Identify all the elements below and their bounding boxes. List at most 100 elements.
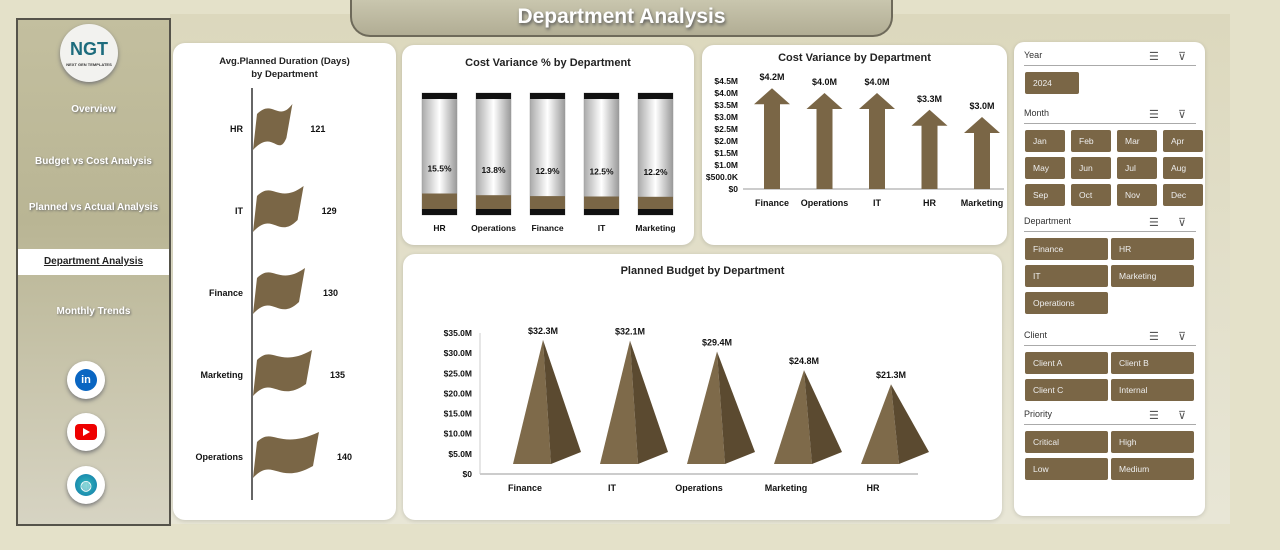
- y-tick-label: $4.5M: [714, 76, 738, 86]
- cylinder-cap: [476, 93, 511, 99]
- slicer-item-apr[interactable]: Apr: [1163, 130, 1203, 152]
- logo-subtext: NEXT GEN TEMPLATES: [66, 62, 112, 67]
- pyramid-front: [513, 339, 551, 464]
- data-label: $32.1M: [615, 327, 645, 337]
- y-tick-label: $500.0K: [706, 172, 739, 182]
- data-label: 135: [330, 370, 345, 380]
- nav-planned-vs-actual[interactable]: Planned vs Actual Analysis: [28, 202, 159, 213]
- data-label: 13.8%: [481, 165, 506, 175]
- nav-monthly-trends[interactable]: Monthly Trends: [56, 306, 131, 317]
- data-label: 12.9%: [535, 166, 560, 176]
- y-tick-label: $2.0M: [714, 136, 738, 146]
- multi-select-icon[interactable]: ☰: [1149, 331, 1159, 343]
- slicer-title: Year: [1024, 50, 1043, 60]
- y-tick-label: $2.5M: [714, 124, 738, 134]
- slicer-item-feb[interactable]: Feb: [1071, 130, 1111, 152]
- slicer-header-priority: Priority ☰ ⊽: [1024, 409, 1196, 425]
- category-label: HR: [433, 223, 445, 233]
- multi-select-icon[interactable]: ☰: [1149, 410, 1159, 422]
- nav-department-analysis[interactable]: Department Analysis: [18, 249, 169, 275]
- slicer-item-nov[interactable]: Nov: [1117, 184, 1157, 206]
- slicer-item-it[interactable]: IT: [1025, 265, 1108, 287]
- bar: [530, 196, 565, 209]
- slicer-item-marketing[interactable]: Marketing: [1111, 265, 1194, 287]
- pyramid-front: [861, 384, 899, 464]
- chart-title: Cost Variance % by Department: [465, 57, 631, 69]
- clear-filter-icon[interactable]: ⊽: [1178, 410, 1187, 422]
- arrow-bar: [754, 88, 790, 189]
- category-label: Marketing: [200, 370, 243, 380]
- slicer-item-aug[interactable]: Aug: [1163, 157, 1203, 179]
- slicer-item-oct[interactable]: Oct: [1071, 184, 1111, 206]
- cylinder-base: [476, 209, 511, 215]
- y-tick-label: $3.0M: [714, 112, 738, 122]
- multi-select-icon[interactable]: ☰: [1149, 217, 1159, 229]
- category-label: Finance: [755, 198, 789, 208]
- pyramid-side: [891, 384, 929, 464]
- category-label: Operations: [195, 452, 243, 462]
- slicer-item-client-c[interactable]: Client C: [1025, 379, 1108, 401]
- slicer-item-finance[interactable]: Finance: [1025, 238, 1108, 260]
- multi-select-icon[interactable]: ☰: [1149, 51, 1159, 63]
- category-label: HR: [230, 124, 243, 134]
- arrow-bar: [911, 109, 948, 189]
- multi-select-icon[interactable]: ☰: [1149, 109, 1159, 121]
- slicer-item-2024[interactable]: 2024: [1025, 72, 1079, 94]
- nav-budget-vs-cost[interactable]: Budget vs Cost Analysis: [35, 156, 152, 167]
- nav-overview[interactable]: Overview: [71, 104, 116, 115]
- linkedin-icon[interactable]: in: [67, 361, 105, 399]
- slicer-item-may[interactable]: May: [1025, 157, 1065, 179]
- data-label: $32.3M: [528, 326, 558, 336]
- category-label: IT: [873, 198, 882, 208]
- slicer-item-client-a[interactable]: Client A: [1025, 352, 1108, 374]
- clear-filter-icon[interactable]: ⊽: [1178, 109, 1187, 121]
- slicer-header-year: Year ☰ ⊽: [1024, 50, 1196, 66]
- globe-icon[interactable]: ◍: [67, 466, 105, 504]
- y-tick-label: $20.0M: [444, 388, 472, 398]
- slicer-item-medium[interactable]: Medium: [1111, 458, 1194, 480]
- bar: [476, 195, 511, 209]
- category-label: Operations: [801, 198, 849, 208]
- slicer-item-internal[interactable]: Internal: [1111, 379, 1194, 401]
- slicer-item-jun[interactable]: Jun: [1071, 157, 1111, 179]
- slicer-item-sep[interactable]: Sep: [1025, 184, 1065, 206]
- duration-chart: HR 121 IT 129 Finance 130 Marketing 135 Operatio…: [195, 88, 352, 500]
- slicer-title: Priority: [1024, 409, 1053, 419]
- y-tick-label: $4.0M: [714, 88, 738, 98]
- data-label: 130: [323, 288, 338, 298]
- slicer-title: Client: [1024, 330, 1048, 340]
- slicer-item-client-b[interactable]: Client B: [1111, 352, 1194, 374]
- clear-filter-icon[interactable]: ⊽: [1178, 217, 1187, 229]
- planned-budget-card: Planned Budget by Department $0 $5.0M $10.…: [403, 254, 1002, 520]
- slicer-item-operations[interactable]: Operations: [1025, 292, 1108, 314]
- slicer-item-high[interactable]: High: [1111, 431, 1194, 453]
- category-label: Finance: [508, 483, 542, 493]
- slicer-item-jul[interactable]: Jul: [1117, 157, 1157, 179]
- data-label: 129: [322, 206, 337, 216]
- data-label: 12.2%: [643, 167, 668, 177]
- category-label: HR: [923, 198, 936, 208]
- slicer-item-jan[interactable]: Jan: [1025, 130, 1065, 152]
- category-label: Marketing: [961, 198, 1004, 208]
- y-tick-label: $0: [729, 184, 739, 194]
- slicer-item-low[interactable]: Low: [1025, 458, 1108, 480]
- clear-filter-icon[interactable]: ⊽: [1178, 51, 1187, 63]
- slicer-item-hr[interactable]: HR: [1111, 238, 1194, 260]
- data-label: $21.3M: [876, 370, 906, 380]
- slicer-item-mar[interactable]: Mar: [1117, 130, 1157, 152]
- youtube-icon[interactable]: [67, 413, 105, 451]
- data-label: 121: [310, 124, 325, 134]
- slicer-item-dec[interactable]: Dec: [1163, 184, 1203, 206]
- arrow-bar: [964, 117, 1000, 189]
- slicer-header-month: Month ☰ ⊽: [1024, 108, 1196, 124]
- clear-filter-icon[interactable]: ⊽: [1178, 331, 1187, 343]
- arrow-bar: [806, 93, 843, 189]
- category-label: Operations: [675, 483, 723, 493]
- cylinder-cap: [638, 93, 673, 99]
- pyramid-side: [630, 340, 668, 464]
- category-label: IT: [608, 483, 617, 493]
- flag-bar: [253, 104, 293, 150]
- bar: [584, 196, 619, 209]
- slicer-item-critical[interactable]: Critical: [1025, 431, 1108, 453]
- cost-variance-chart: $0 $500.0K $1.0M $1.5M $2.0M $2.5M $3.0M $3.5M $…: [706, 72, 1004, 208]
